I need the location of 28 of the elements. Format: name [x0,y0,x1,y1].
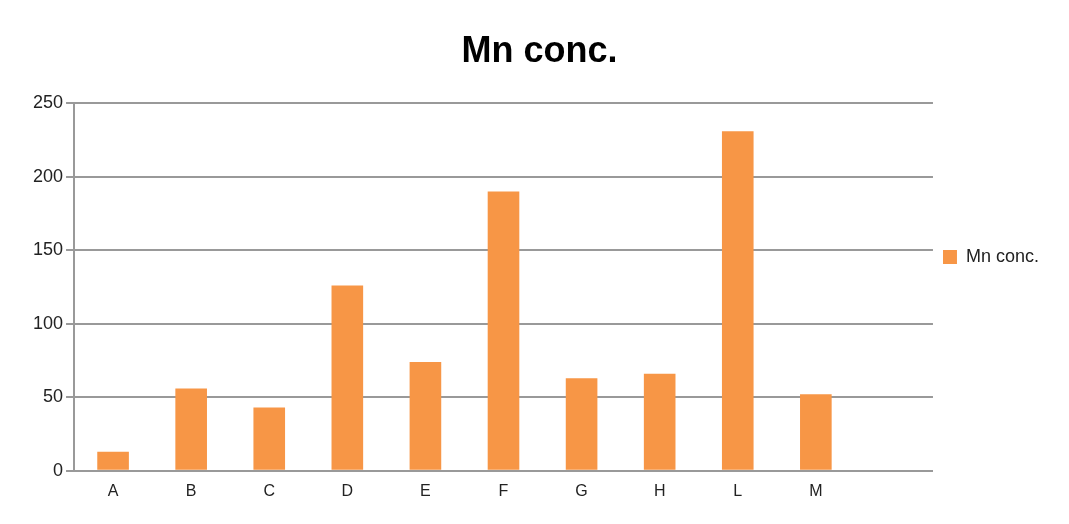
bar [565,378,598,470]
y-tick-label: 50 [43,386,64,407]
y-tick-label: 150 [32,239,64,260]
bar [487,191,520,470]
x-tick-label: E [420,481,431,499]
bar [643,373,676,470]
bar [409,361,442,470]
chart-title: Mn conc. [461,28,618,70]
x-tick-label: A [107,481,119,499]
bar [721,131,754,470]
bar [175,388,207,470]
bar [253,407,286,470]
bar [331,285,364,470]
x-tick-label: C [263,481,276,499]
bar [97,451,129,470]
y-tick-label: 200 [32,165,64,186]
y-tick-label: 250 [32,92,64,113]
legend-label: Mn conc. [965,245,1039,266]
y-tick-label: 100 [32,312,64,333]
x-tick-label: L [733,481,743,499]
y-tick-label: 0 [53,459,64,480]
bar [800,394,832,470]
x-tick-label: M [809,481,823,499]
x-tick-label: B [185,481,197,499]
x-tick-label: G [575,481,588,499]
x-tick-label: F [498,481,509,499]
x-tick-label: D [341,481,354,499]
x-tick-label: H [653,481,666,499]
